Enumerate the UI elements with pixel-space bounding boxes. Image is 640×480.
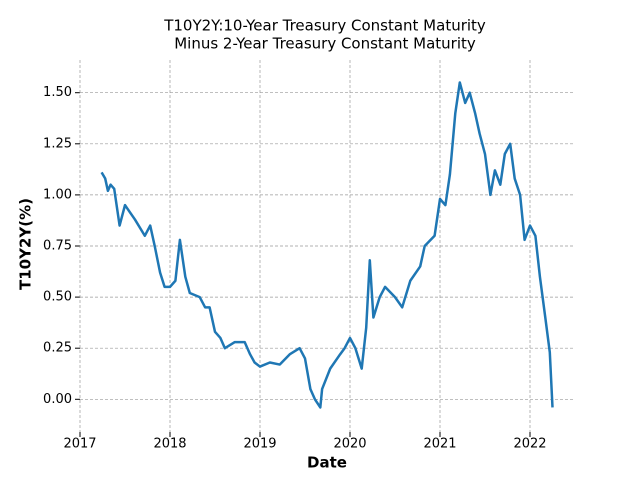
y-tick-label: 1.50 — [43, 85, 72, 100]
y-tick-label: 0.25 — [43, 341, 72, 356]
y-tick-label: 1.25 — [43, 136, 72, 151]
x-tick-label: 2017 — [63, 437, 96, 452]
y-tick-label: 0.75 — [43, 239, 72, 254]
y-tick-label: 1.00 — [43, 187, 72, 202]
x-tick-label: 2019 — [243, 437, 276, 452]
y-axis-label: T10Y2Y(%) — [17, 198, 35, 290]
x-tick-label: 2021 — [423, 437, 456, 452]
x-tick-label: 2018 — [153, 437, 186, 452]
y-tick-label: 0.50 — [43, 290, 72, 305]
x-axis-label: Date — [307, 454, 347, 472]
data-line — [100, 81, 554, 409]
x-tick-label: 2020 — [333, 437, 366, 452]
y-tick-label: 0.00 — [43, 392, 72, 407]
chart-title: T10Y2Y:10-Year Treasury Constant Maturit… — [163, 17, 486, 35]
chart-title: Minus 2-Year Treasury Constant Maturity — [174, 35, 476, 53]
x-tick-label: 2022 — [513, 437, 546, 452]
